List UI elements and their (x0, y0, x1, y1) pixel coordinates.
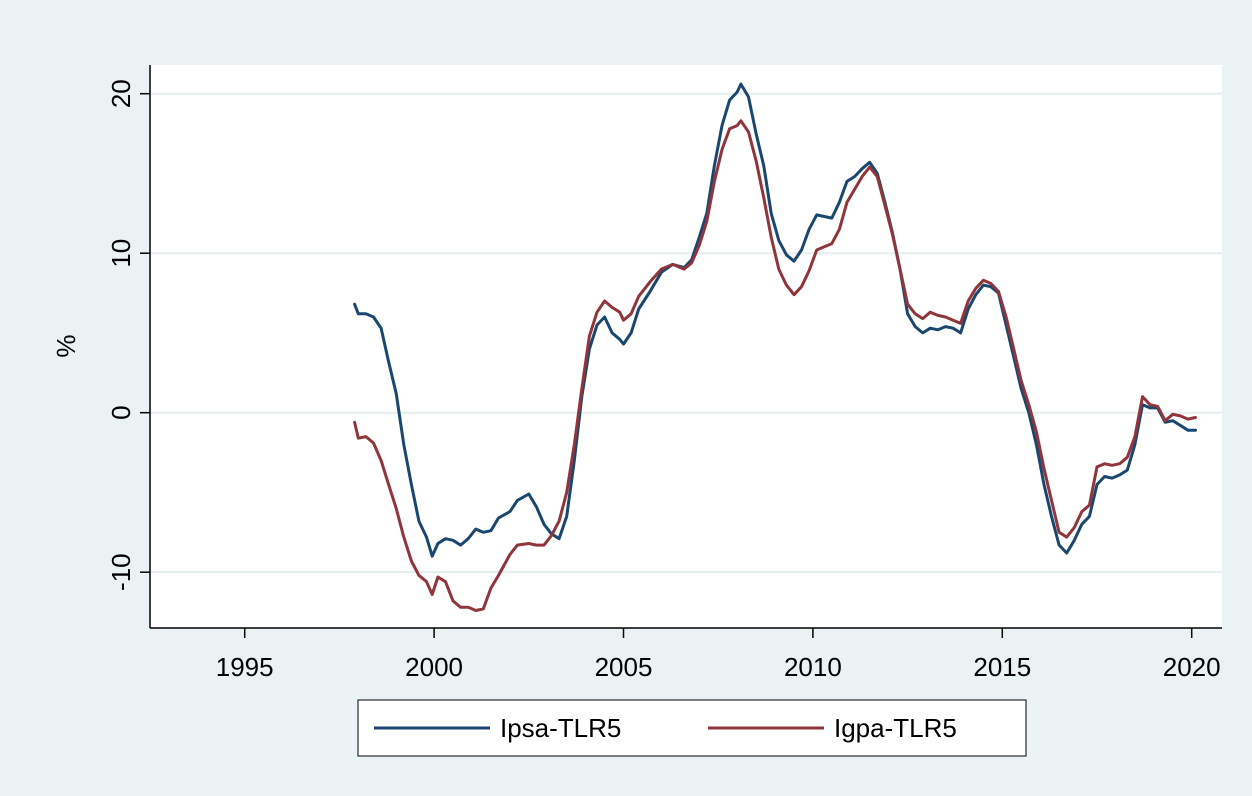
x-tick-label: 2010 (784, 652, 842, 682)
y-tick-label: 10 (106, 239, 136, 268)
x-tick-label: 2015 (973, 652, 1031, 682)
legend-box (357, 699, 1027, 757)
series-lines (353, 82, 1197, 612)
axes (149, 65, 1222, 629)
plot-background (150, 65, 1222, 628)
y-tick-label: 0 (106, 405, 136, 419)
series-line-igpa (353, 119, 1197, 612)
gridlines (150, 92, 1222, 574)
y-tick-label: -10 (106, 553, 136, 591)
legend-label-ipsa: Ipsa-TLR5 (500, 713, 621, 743)
y-axis-ticks: -10 0 10 20 (106, 79, 150, 591)
y-tick-label: 20 (106, 79, 136, 108)
x-tick-label: 2005 (595, 652, 653, 682)
legend-label-igpa: Igpa-TLR5 (834, 713, 957, 743)
legend: Ipsa-TLR5 Igpa-TLR5 (357, 699, 1027, 757)
x-axis-ticks: 1995 2000 2005 2010 2015 2020 (216, 628, 1221, 682)
x-tick-label: 2020 (1163, 652, 1221, 682)
y-axis-title: % (51, 334, 81, 357)
series-line-ipsa (353, 82, 1197, 558)
x-tick-label: 1995 (216, 652, 274, 682)
x-tick-label: 2000 (405, 652, 463, 682)
